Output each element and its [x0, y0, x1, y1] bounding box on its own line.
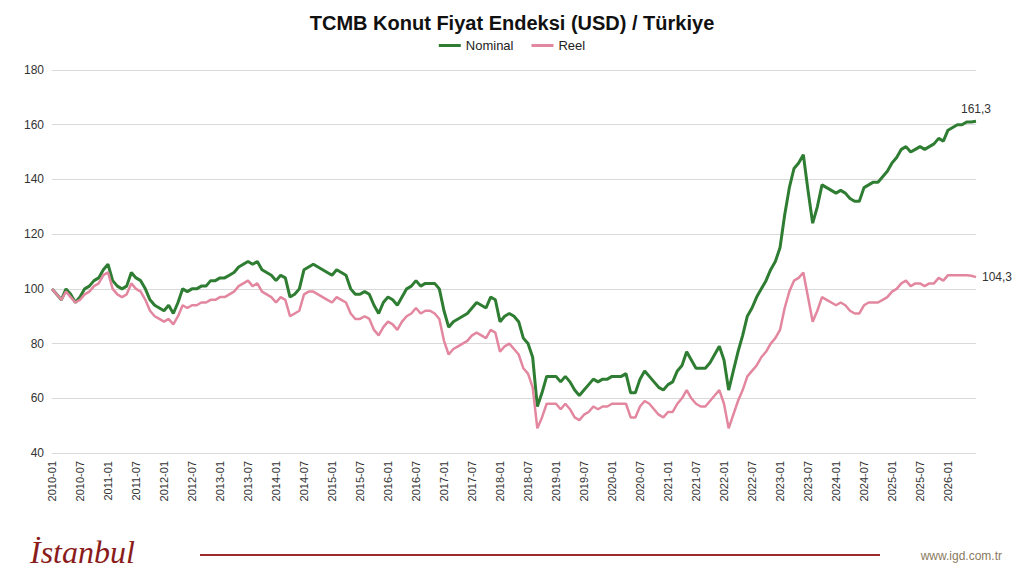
svg-text:161,3: 161,3 — [961, 102, 991, 116]
svg-text:2013-01: 2013-01 — [214, 461, 226, 501]
svg-text:2012-07: 2012-07 — [186, 461, 198, 501]
svg-text:80: 80 — [31, 337, 45, 351]
svg-text:www.igd.com.tr: www.igd.com.tr — [920, 549, 1002, 563]
svg-text:180: 180 — [24, 63, 44, 77]
svg-text:2018-01: 2018-01 — [494, 461, 506, 501]
svg-text:2014-07: 2014-07 — [298, 461, 310, 501]
svg-text:2010-07: 2010-07 — [74, 461, 86, 501]
svg-text:2017-07: 2017-07 — [466, 461, 478, 501]
svg-text:2024-01: 2024-01 — [830, 461, 842, 501]
svg-text:2020-01: 2020-01 — [606, 461, 618, 501]
svg-text:2019-01: 2019-01 — [550, 461, 562, 501]
svg-text:2023-01: 2023-01 — [774, 461, 786, 501]
svg-text:2017-01: 2017-01 — [438, 461, 450, 501]
svg-text:2022-01: 2022-01 — [718, 461, 730, 501]
svg-text:160: 160 — [24, 118, 44, 132]
svg-text:2011-01: 2011-01 — [102, 461, 114, 501]
svg-text:İstanbul: İstanbul — [29, 534, 135, 570]
svg-text:2011-07: 2011-07 — [130, 461, 142, 501]
svg-text:TCMB Konut Fiyat Endeksi (USD): TCMB Konut Fiyat Endeksi (USD) / Türkiye — [310, 12, 714, 34]
svg-text:2018-07: 2018-07 — [522, 461, 534, 501]
svg-text:2022-07: 2022-07 — [746, 461, 758, 501]
svg-text:2021-01: 2021-01 — [662, 461, 674, 501]
svg-text:2019-07: 2019-07 — [578, 461, 590, 501]
svg-text:140: 140 — [24, 172, 44, 186]
svg-text:2015-01: 2015-01 — [326, 461, 338, 501]
svg-text:2023-07: 2023-07 — [802, 461, 814, 501]
svg-text:2025-01: 2025-01 — [886, 461, 898, 501]
svg-text:2016-07: 2016-07 — [410, 461, 422, 501]
svg-text:2015-07: 2015-07 — [354, 461, 366, 501]
svg-text:2021-07: 2021-07 — [690, 461, 702, 501]
svg-text:2010-01: 2010-01 — [46, 461, 58, 501]
svg-text:2025-07: 2025-07 — [914, 461, 926, 501]
svg-text:2012-01: 2012-01 — [158, 461, 170, 501]
svg-text:2020-07: 2020-07 — [634, 461, 646, 501]
svg-text:40: 40 — [31, 446, 45, 460]
svg-text:2024-07: 2024-07 — [858, 461, 870, 501]
svg-text:2016-01: 2016-01 — [382, 461, 394, 501]
svg-text:2013-07: 2013-07 — [242, 461, 254, 501]
svg-text:2014-01: 2014-01 — [270, 461, 282, 501]
svg-text:Reel: Reel — [558, 38, 585, 53]
svg-text:60: 60 — [31, 391, 45, 405]
svg-text:Nominal: Nominal — [466, 38, 514, 53]
svg-text:100: 100 — [24, 282, 44, 296]
svg-text:104,3: 104,3 — [982, 270, 1012, 284]
svg-text:2026-01: 2026-01 — [942, 461, 954, 501]
svg-text:120: 120 — [24, 227, 44, 241]
